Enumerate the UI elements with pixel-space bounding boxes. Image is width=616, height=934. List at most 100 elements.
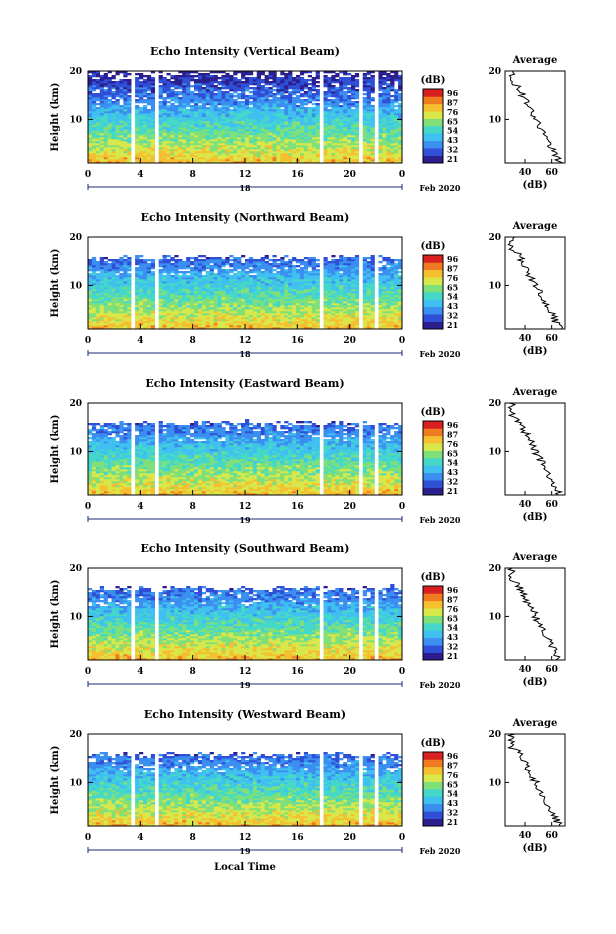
heatmap-cell — [304, 117, 308, 119]
heatmap-cell — [218, 159, 222, 161]
heatmap-cell — [147, 297, 151, 299]
panel-2: Echo Intensity (Northward Beam)1020Heigh… — [50, 211, 565, 359]
heatmap-cell — [218, 273, 222, 275]
heatmap-cell — [190, 299, 194, 301]
heatmap-cell — [174, 285, 178, 287]
heatmap-cell — [324, 119, 328, 121]
heatmap-cell — [241, 111, 245, 113]
heatmap-cell — [112, 325, 116, 327]
heatmap-cell — [182, 297, 186, 299]
heatmap-cell — [135, 281, 139, 283]
heatmap-cell — [198, 77, 202, 79]
heatmap-cell — [312, 95, 316, 97]
heatmap-cell — [127, 91, 131, 93]
heatmap-cell — [167, 129, 171, 131]
heatmap-cell — [288, 117, 292, 119]
heatmap-cell — [296, 111, 300, 113]
heatmap-cell — [186, 109, 190, 111]
heatmap-cell — [159, 283, 163, 285]
heatmap-cell — [88, 141, 92, 143]
heatmap-cell — [261, 271, 265, 273]
heatmap-cell — [163, 311, 167, 313]
heatmap-cell — [135, 115, 139, 117]
heatmap-cell — [167, 269, 171, 271]
heatmap-cell — [202, 301, 206, 303]
heatmap-cell — [280, 137, 284, 139]
heatmap-cell — [119, 287, 123, 289]
heatmap-cell — [151, 153, 155, 155]
heatmap-cell — [284, 83, 288, 85]
heatmap-cell — [147, 97, 151, 99]
heatmap-cell — [143, 143, 147, 145]
heatmap-cell — [390, 155, 394, 157]
heatmap-cell — [257, 283, 261, 285]
heatmap-cell — [194, 325, 198, 327]
heatmap-cell — [386, 127, 390, 129]
heatmap-cell — [206, 109, 210, 111]
heatmap-cell — [194, 145, 198, 147]
heatmap-cell — [312, 79, 316, 81]
heatmap-cell — [371, 143, 375, 145]
heatmap-cell — [104, 135, 108, 137]
heatmap-cell — [300, 153, 304, 155]
heatmap-cell — [202, 91, 206, 93]
heatmap-cell — [304, 81, 308, 83]
heatmap-cell — [288, 125, 292, 127]
heatmap-cell — [143, 147, 147, 149]
heatmap-cell — [127, 159, 131, 161]
heatmap-cell — [292, 123, 296, 125]
heatmap-cell — [378, 119, 382, 121]
heatmap-cell — [159, 123, 163, 125]
heatmap-cell — [214, 147, 218, 149]
heatmap-cell — [206, 77, 210, 79]
heatmap-cell — [316, 125, 320, 127]
heatmap-cell — [182, 117, 186, 119]
heatmap-cell — [324, 79, 328, 81]
heatmap-cell — [112, 157, 116, 159]
heatmap-cell — [269, 141, 273, 143]
heatmap-cell — [159, 117, 163, 119]
heatmap-cell — [331, 131, 335, 133]
heatmap-cell — [249, 81, 253, 83]
heatmap-cell — [198, 271, 202, 273]
heatmap-cell — [170, 319, 174, 321]
heatmap-cell — [245, 101, 249, 103]
heatmap-cell — [194, 307, 198, 309]
heatmap-cell — [135, 297, 139, 299]
heatmap-cell — [159, 145, 163, 147]
heatmap-cell — [108, 135, 112, 137]
heatmap-cell — [241, 109, 245, 111]
heatmap-cell — [127, 105, 131, 107]
heatmap-cell — [182, 105, 186, 107]
heatmap-cell — [249, 119, 253, 121]
heatmap-cell — [308, 129, 312, 131]
heatmap-cell — [178, 283, 182, 285]
heatmap-cell — [108, 133, 112, 135]
heatmap-cell — [194, 311, 198, 313]
heatmap-cell — [135, 263, 139, 265]
heatmap-cell — [237, 139, 241, 141]
heatmap-cell — [245, 111, 249, 113]
heatmap-cell — [206, 103, 210, 105]
heatmap-cell — [198, 107, 202, 109]
heatmap-cell — [115, 297, 119, 299]
heatmap-cell — [288, 139, 292, 141]
heatmap-cell — [249, 91, 253, 93]
heatmap-cell — [127, 279, 131, 281]
heatmap-cell — [151, 305, 155, 307]
heatmap-cell — [163, 149, 167, 151]
heatmap-cell — [108, 99, 112, 101]
heatmap-cell — [174, 287, 178, 289]
heatmap-cell — [272, 279, 276, 281]
heatmap-cell — [202, 297, 206, 299]
heatmap-cell — [288, 307, 292, 309]
heatmap-cell — [280, 151, 284, 153]
heatmap-cell — [241, 75, 245, 77]
heatmap-cell — [123, 91, 127, 93]
heatmap-cell — [284, 145, 288, 147]
heatmap-cell — [112, 303, 116, 305]
heatmap-cell — [194, 321, 198, 323]
heatmap-cell — [229, 149, 233, 151]
heatmap-cell — [139, 93, 143, 95]
heatmap-cell — [253, 323, 257, 325]
